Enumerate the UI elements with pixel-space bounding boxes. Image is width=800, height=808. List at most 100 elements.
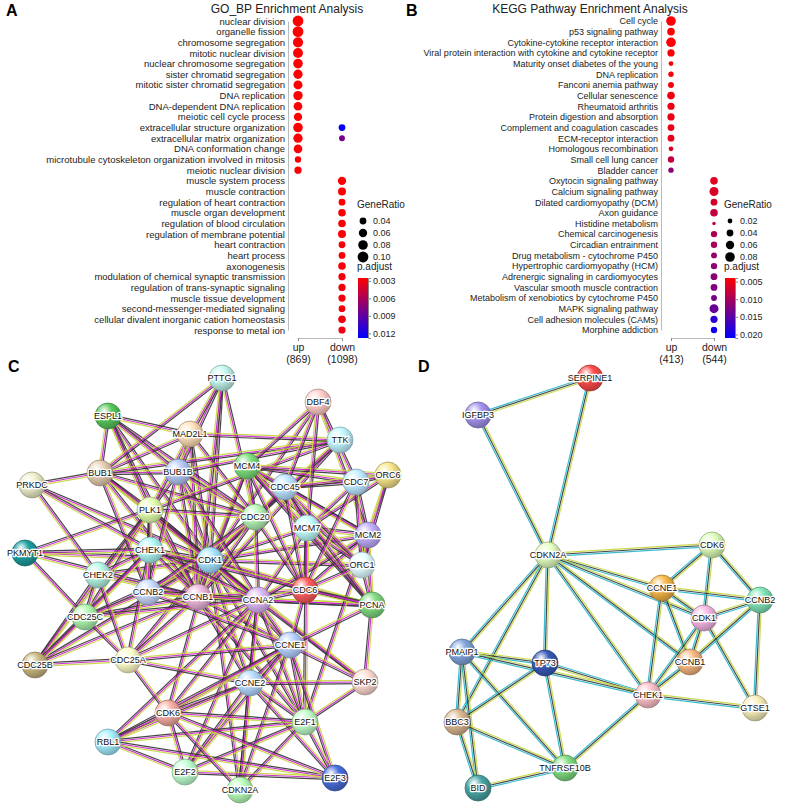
- dot: [712, 222, 715, 225]
- y-axis: nuclear divisionorganelle fissionchromos…: [46, 16, 288, 336]
- network-panel: CPTTG1DBF4ESPL1MAD2L1TTKMCM4BUB1BBUB1CDC…: [7, 358, 401, 803]
- category-label: Cell adhesion molecules (CAMs): [527, 315, 658, 325]
- node-sphere: [155, 700, 181, 726]
- category-label: modulation of chemical synaptic transmis…: [94, 271, 285, 282]
- node-label: CDK1: [692, 613, 716, 623]
- dot: [293, 59, 303, 69]
- edge-line: [545, 661, 648, 693]
- edge: [477, 414, 550, 555]
- node-sphere: [355, 522, 381, 548]
- y-axis: Cell cyclep53 signaling pathwayCytokine-…: [424, 16, 662, 335]
- category-label: muscle tissue development: [170, 293, 285, 304]
- node-label: CCNE2: [235, 678, 266, 688]
- tick-mark: [735, 299, 738, 300]
- edge-line: [241, 723, 306, 791]
- node: TTK: [327, 427, 353, 453]
- node: BID: [465, 775, 491, 801]
- tick: Circadian entrainment: [570, 240, 661, 250]
- edge-line: [462, 652, 648, 695]
- node-label: CDC25A: [110, 655, 146, 665]
- edge: [31, 484, 100, 576]
- edge: [317, 401, 370, 535]
- edge-line: [32, 485, 150, 550]
- category-label: regulation of heart contraction: [159, 197, 285, 208]
- edge-line: [222, 378, 255, 517]
- node-sphere: [343, 469, 369, 495]
- node: E2F1: [292, 709, 318, 735]
- category-label: response to metal ion: [194, 325, 285, 336]
- node: ORC6: [375, 462, 401, 488]
- node-sphere: [465, 775, 491, 801]
- category-label: Dilated cardiomyopathy (DCM): [535, 198, 658, 208]
- node: CDC25B: [17, 652, 53, 678]
- node-label: BUB1B: [163, 467, 193, 477]
- category-label: Bladder cancer: [597, 166, 658, 176]
- edge-line: [457, 663, 545, 722]
- dot-panel: AGO_BP Enrichment Analysisnuclear divisi…: [6, 2, 405, 365]
- node-sphere: [327, 427, 353, 453]
- colorbar-label: 0.006: [373, 294, 396, 304]
- node: CCNE1: [647, 575, 678, 601]
- edge-line: [286, 403, 319, 488]
- edge-line: [543, 663, 563, 768]
- tick: muscle organ development: [171, 207, 288, 218]
- node-label: CDC45: [270, 482, 300, 492]
- color-bar: p.adjust0.0030.0060.0090.012: [357, 261, 396, 339]
- dot: [710, 177, 718, 185]
- dot: [669, 61, 674, 66]
- edge-line: [247, 466, 388, 475]
- dot: [294, 80, 303, 89]
- node-sphere: [294, 515, 320, 541]
- edge-line: [108, 722, 305, 742]
- node: TNFRSF10B: [539, 755, 591, 781]
- node-label: CHEK1: [633, 690, 663, 700]
- edge-line: [100, 378, 222, 473]
- edge-line: [689, 599, 759, 661]
- node-label: CCNA2: [243, 595, 274, 605]
- edge-line: [258, 600, 365, 682]
- edge: [456, 662, 546, 724]
- node: BBC3: [444, 709, 470, 735]
- colorbar-label: 0.020: [740, 330, 763, 340]
- node-sphere: [137, 497, 163, 523]
- axis-line: [736, 279, 739, 339]
- edge-line: [364, 475, 390, 565]
- dot: [293, 70, 302, 79]
- edge-line: [169, 712, 336, 777]
- edge-line: [108, 744, 335, 780]
- tick: down(1098): [327, 338, 357, 365]
- tick: axonogenesis: [226, 261, 288, 272]
- edge: [147, 591, 290, 647]
- node-label: PRKDC: [16, 480, 48, 490]
- node-label: CCNB1: [183, 592, 214, 602]
- node-label: DBF4: [306, 397, 329, 407]
- edge-line: [32, 485, 98, 575]
- node: MCM2: [355, 522, 382, 548]
- dot: [293, 16, 304, 27]
- edge-line: [703, 619, 754, 709]
- edge-line: [149, 591, 291, 644]
- category-label: p53 signaling pathway: [569, 27, 659, 37]
- edges: [455, 376, 761, 789]
- node-label: CHEK1: [135, 545, 165, 555]
- edge: [250, 680, 365, 684]
- category-label: Viral protein interaction with cytokine …: [424, 48, 658, 58]
- category-label: Chemical carcinogenesis: [558, 229, 659, 239]
- node-label: CCNE1: [275, 640, 306, 650]
- category-label: regulation of blood circulation: [161, 218, 285, 229]
- node-label: SERPINE1: [568, 373, 613, 383]
- edge-line: [168, 713, 335, 778]
- edge-line: [547, 556, 689, 663]
- dots: [293, 16, 347, 334]
- node: CHEK1: [633, 682, 663, 708]
- tick: muscle system process: [186, 175, 288, 186]
- tick: nuclear chromosome segregation: [144, 58, 288, 69]
- node-label: CDKN2A: [530, 550, 567, 560]
- node: CDC45: [270, 474, 300, 500]
- legend-label: 0.04: [740, 228, 758, 238]
- category-label: Adrenergic signaling in cardiomyocytes: [502, 272, 659, 282]
- edge: [462, 650, 649, 696]
- tick: 0.003: [368, 276, 396, 286]
- tick: nuclear division: [220, 16, 288, 27]
- node: CCNA2: [243, 587, 274, 613]
